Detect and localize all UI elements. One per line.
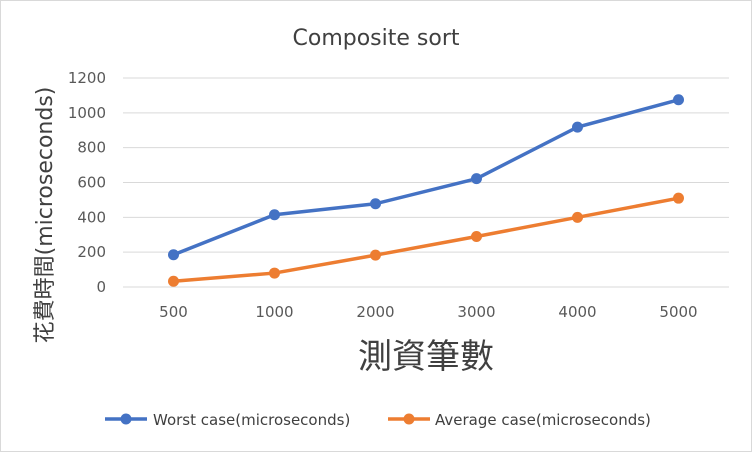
y-tick-label: 1000 [68,104,106,122]
x-axis-label: 測資筆數 [358,337,494,377]
data-point-1 [168,275,179,287]
x-tick-label: 4000 [558,303,596,321]
data-point-0 [572,121,583,133]
data-point-1 [471,230,482,242]
y-tick-label: 0 [96,278,106,296]
data-point-1 [673,192,684,204]
data-point-0 [168,249,179,261]
data-point-1 [572,211,583,223]
y-tick-label: 1200 [68,69,106,87]
y-tick-label: 800 [77,139,106,157]
x-tick-label: 5000 [659,303,697,321]
x-tick-label: 1000 [255,303,293,321]
data-point-1 [370,249,381,261]
y-tick-label: 400 [77,208,106,226]
y-tick-label: 600 [77,174,106,192]
data-point-0 [370,198,381,210]
y-tick-label: 200 [77,243,106,261]
data-point-0 [269,209,280,221]
x-tick-label: 2000 [356,303,394,321]
series-layer [168,94,684,287]
series-line-1 [171,196,681,284]
data-point-0 [673,94,684,106]
data-point-1 [269,267,280,279]
legend-swatch-marker [120,413,132,425]
x-tick-label: 500 [159,303,188,321]
legend-swatch-marker [403,413,415,425]
chart-title: Composite sort [293,26,460,51]
data-point-0 [471,173,482,185]
legend: Worst case(microseconds) Average case(mic… [105,411,651,429]
y-axis-label: 花費時間(microseconds) [33,87,58,344]
series-line-0 [171,98,681,257]
y-axis-ticks: 0 200 400 600 800 1000 1200 [68,69,106,296]
x-tick-label: 3000 [457,303,495,321]
x-axis-ticks: 500 1000 2000 3000 4000 5000 [159,303,697,321]
legend-label: Average case(microseconds) [435,411,651,429]
legend-label: Worst case(microseconds) [153,411,350,429]
